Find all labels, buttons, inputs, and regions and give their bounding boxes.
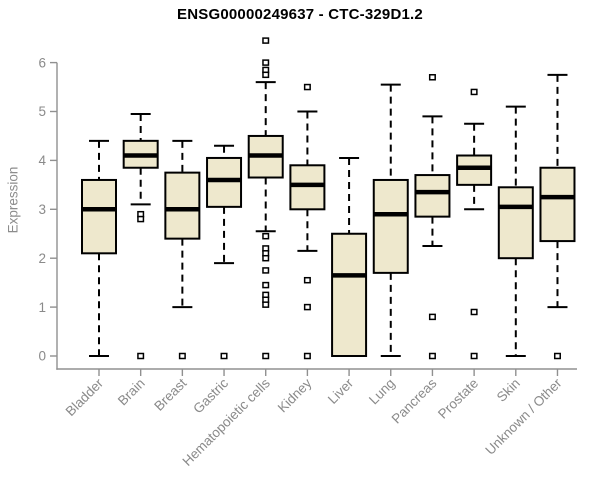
x-tick-label-unknown-other: Unknown / Other <box>482 375 565 458</box>
boxplot-liver <box>331 156 368 357</box>
x-tick-label-prostate: Prostate <box>435 376 481 422</box>
outlier-point <box>470 352 478 360</box>
iqr-box <box>372 178 409 274</box>
outlier-point <box>428 313 436 321</box>
y-tick-label: 0 <box>38 349 46 364</box>
outlier-point <box>428 74 436 81</box>
y-tick-label: 1 <box>38 300 46 315</box>
boxplot-bladder <box>81 139 117 357</box>
outlier-point <box>470 308 478 316</box>
iqr-box <box>456 154 493 186</box>
iqr-box <box>497 186 534 260</box>
outlier-point <box>303 352 311 360</box>
y-tick-label: 3 <box>38 202 46 217</box>
outlier-point <box>553 352 561 360</box>
outlier-point <box>220 352 228 360</box>
boxplot-gastric <box>206 144 243 360</box>
x-tick-label-brain: Brain <box>115 376 148 409</box>
x-tick-label-lung: Lung <box>366 376 398 408</box>
outlier-point <box>262 352 270 360</box>
x-tick-label-kidney: Kidney <box>275 375 315 415</box>
x-tick-label-liver: Liver <box>325 375 357 407</box>
outlier-point <box>137 352 145 360</box>
y-tick-label: 4 <box>38 153 46 168</box>
boxplot-skin <box>497 105 534 357</box>
outlier-point <box>303 276 311 284</box>
x-tick-label-skin: Skin <box>494 376 523 405</box>
iqr-box <box>164 171 201 240</box>
boxplot-breast <box>164 139 201 360</box>
boxplot-pancreas <box>414 74 451 360</box>
boxplot-unknown-other <box>539 73 576 360</box>
outlier-point <box>262 281 270 289</box>
outlier-point <box>262 59 270 66</box>
x-tick-label-gastric: Gastric <box>190 375 231 416</box>
y-tick-label: 5 <box>38 104 46 119</box>
outlier-point <box>262 232 270 240</box>
outlier-point <box>303 83 311 91</box>
outlier-point <box>262 37 270 44</box>
x-tick-label-breast: Breast <box>151 375 189 413</box>
y-tick-label: 2 <box>38 251 46 266</box>
outlier-point <box>470 88 478 96</box>
iqr-box <box>414 174 451 218</box>
outlier-point <box>262 71 270 79</box>
boxplot-hematopoietic-cells <box>247 37 284 360</box>
boxplot-prostate <box>456 88 493 360</box>
boxplot-kidney <box>289 83 326 360</box>
outlier-point <box>137 215 145 223</box>
boxplot-lung <box>372 83 409 357</box>
x-tick-label-pancreas: Pancreas <box>389 375 440 426</box>
iqr-box <box>206 156 243 208</box>
iqr-box <box>289 164 326 211</box>
outlier-point <box>303 303 311 311</box>
outlier-point <box>262 267 270 274</box>
y-tick-label: 6 <box>38 55 46 70</box>
outlier-point <box>262 254 270 262</box>
outlier-point <box>178 352 186 360</box>
boxplot-brain <box>122 112 159 360</box>
iqr-box <box>81 178 117 255</box>
iqr-box <box>539 166 576 243</box>
chart-title: ENSG00000249637 - CTC-329D1.2 <box>177 6 423 23</box>
x-tick-label-bladder: Bladder <box>63 375 107 419</box>
iqr-box <box>331 232 368 357</box>
outlier-point <box>262 301 270 308</box>
outlier-point <box>428 352 436 360</box>
